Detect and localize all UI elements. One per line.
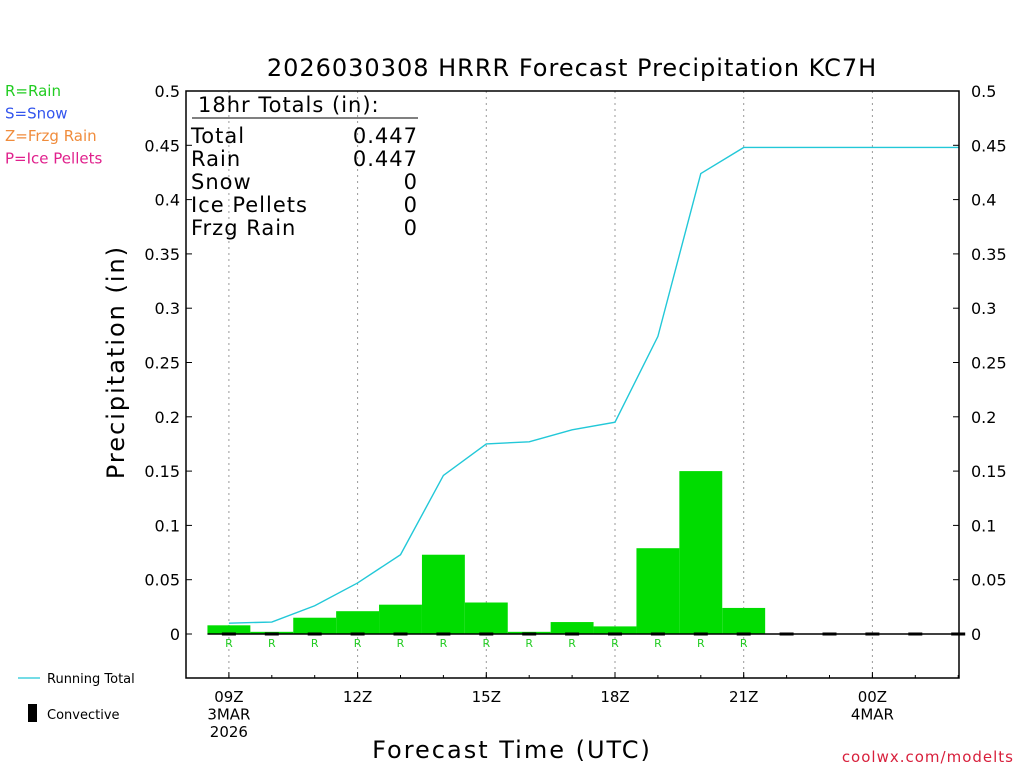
precip-bar	[722, 607, 766, 634]
chart-title: 2026030308 HRRR Forecast Precipitation K…	[267, 54, 877, 82]
ptype-marker: R	[440, 637, 448, 650]
totals-row-label: Ice Pellets	[191, 193, 308, 217]
y-axis-left: 0 0.05 0.1 0.15 0.2 0.25 0.3 0.35 0.4 0.45 0.5	[144, 82, 192, 644]
totals-row-value: 0.447	[353, 124, 418, 148]
y-tick-label-right: 0.05	[971, 571, 1007, 590]
ptype-marker: R	[568, 637, 576, 650]
y-tick-label-right: 0	[971, 625, 981, 644]
convective-legend-label: Convective	[47, 708, 120, 723]
ptype-marker: R	[740, 637, 748, 650]
y-tick-label-right: 0.3	[971, 299, 996, 318]
precip-bar	[336, 611, 380, 634]
precip-bar	[421, 554, 465, 634]
y-tick-label-right: 0.35	[971, 245, 1007, 264]
y-tick-label: 0.45	[144, 136, 180, 155]
x-tick-label: 18Z	[600, 688, 629, 706]
ptype-legend-item: S=Snow	[5, 105, 68, 123]
totals-row-value: 0	[404, 216, 418, 240]
running-total-layer	[228, 146, 959, 624]
ptype-marker: R	[354, 637, 362, 650]
precip-bar	[593, 626, 637, 634]
y-tick-label-right: 0.45	[971, 136, 1007, 155]
y-tick-label-right: 0.2	[971, 408, 996, 427]
ptype-marker: R	[311, 637, 319, 650]
x-axis-label: Forecast Time (UTC)	[372, 736, 652, 764]
plot-frame	[185, 90, 960, 679]
ptype-marker: R	[397, 637, 405, 650]
x-tick-label: 21Z	[729, 688, 758, 706]
ptype-legend-item: Z=Frzg Rain	[5, 127, 97, 145]
precip-bar	[464, 602, 508, 634]
y-axis-right: 0 0.05 0.1 0.15 0.2 0.25 0.3 0.35 0.4 0.45 0.5	[953, 82, 1007, 644]
y-tick-label: 0.35	[144, 245, 180, 264]
ptype-marker: R	[611, 637, 619, 650]
totals-row-label: Frzg Rain	[191, 216, 296, 240]
y-tick-label-right: 0.5	[971, 82, 996, 101]
credit-text: coolwx.com/modelts	[842, 748, 1014, 766]
legend-running-total: Running Total	[18, 672, 135, 687]
y-tick-label-right: 0.15	[971, 462, 1007, 481]
totals-row-label: Total	[190, 124, 245, 148]
x-tick-label: 3MAR	[207, 706, 250, 724]
convective-swatch	[28, 704, 37, 722]
y-tick-label: 0.05	[144, 571, 180, 590]
x-tick-label: 09Z	[214, 688, 243, 706]
precip-bar	[679, 471, 723, 634]
y-tick-label: 0.5	[155, 82, 180, 101]
y-tick-label: 0	[170, 625, 180, 644]
precip-bar	[293, 617, 337, 634]
y-tick-label-right: 0.1	[971, 516, 996, 535]
totals-row-label: Rain	[191, 147, 241, 171]
totals-row-value: 0	[404, 170, 418, 194]
totals-box: 18hr Totals (in): Total 0.447 Rain 0.447 Snow…	[190, 93, 418, 240]
x-tick-label: 12Z	[343, 688, 372, 706]
running-total-legend-label: Running Total	[47, 672, 135, 687]
ptype-marker: R	[654, 637, 662, 650]
ptype-legend-item: P=Ice Pellets	[5, 150, 102, 168]
y-axis-label: Precipitation (in)	[102, 245, 130, 479]
x-tick-label: 00Z	[858, 688, 887, 706]
totals-row-value: 0.447	[353, 147, 418, 171]
y-tick-label: 0.4	[155, 191, 180, 210]
precip-bar	[207, 625, 251, 634]
ptype-marker: R	[697, 637, 705, 650]
ptype-marker: R	[525, 637, 533, 650]
totals-row-label: Snow	[191, 170, 252, 194]
y-tick-label-right: 0.25	[971, 354, 1007, 373]
totals-header: 18hr Totals (in):	[198, 93, 380, 117]
ptype-legend: R=Rain S=Snow Z=Frzg Rain P=Ice Pellets	[5, 82, 102, 168]
precip-bar	[550, 622, 594, 634]
ptype-marker: R	[225, 637, 233, 650]
x-tick-label: 4MAR	[851, 706, 894, 724]
totals-row-value: 0	[404, 193, 418, 217]
ptype-marker: R	[268, 637, 276, 650]
bars-layer	[207, 471, 766, 634]
y-tick-label-right: 0.4	[971, 191, 996, 210]
y-tick-label: 0.1	[155, 516, 180, 535]
x-tick-label: 15Z	[472, 688, 501, 706]
x-tick-label: 2026	[210, 723, 248, 741]
ptype-marker: R	[482, 637, 490, 650]
y-tick-label: 0.25	[144, 354, 180, 373]
y-tick-label: 0.2	[155, 408, 180, 427]
precip-bar	[636, 548, 680, 634]
y-tick-label: 0.3	[155, 299, 180, 318]
running-total-line	[228, 146, 959, 624]
legend-convective: Convective	[28, 704, 120, 723]
precip-bar	[379, 604, 422, 634]
ptype-legend-item: R=Rain	[5, 82, 61, 100]
grid-lines	[228, 91, 873, 678]
y-tick-label: 0.15	[144, 462, 180, 481]
